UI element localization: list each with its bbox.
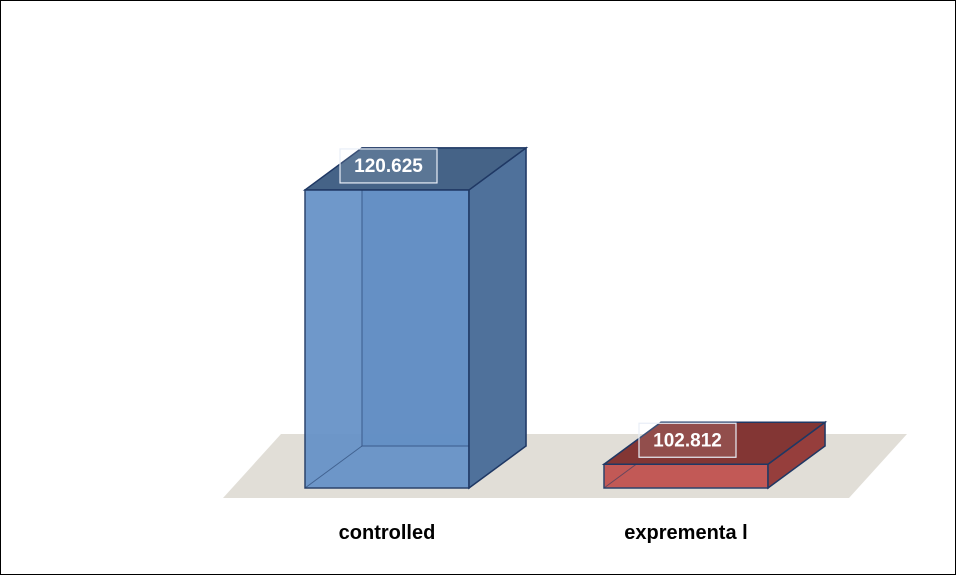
bars-group: 120.625 102.812 bbox=[302, 146, 828, 490]
data-label: 120.625 bbox=[354, 156, 423, 177]
bar-front-face bbox=[304, 189, 470, 489]
bar-front-face bbox=[603, 463, 769, 489]
data-label-box bbox=[339, 148, 438, 184]
bar-hidden-edge-floor bbox=[304, 445, 363, 489]
category-label-controlled: controlled bbox=[339, 522, 436, 544]
bar-side-face bbox=[468, 146, 527, 490]
bar-controlled: 120.625 bbox=[302, 146, 529, 490]
data-label-box bbox=[638, 422, 737, 458]
data-label: 102.812 bbox=[653, 430, 722, 451]
bar-top-face bbox=[601, 421, 828, 466]
category-labels-group: controlled exprementa l bbox=[339, 522, 748, 544]
bar-expremental: 102.812 bbox=[601, 420, 828, 490]
bar-top-face bbox=[302, 147, 529, 191]
category-label-expremental: exprementa l bbox=[624, 522, 747, 544]
